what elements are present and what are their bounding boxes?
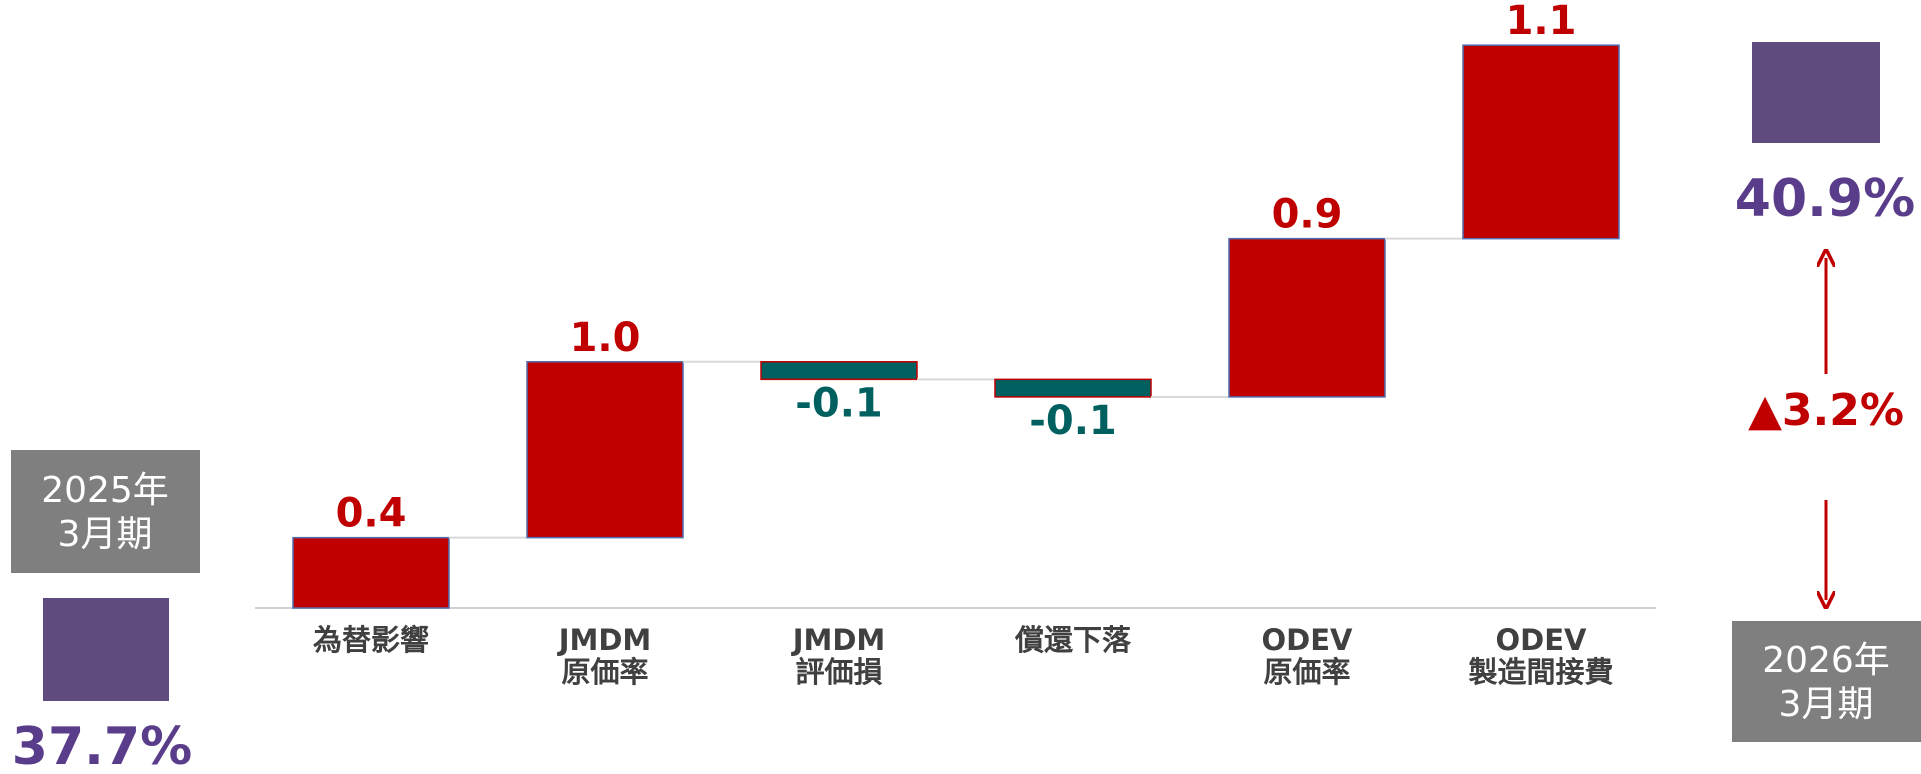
- end-box: [1732, 621, 1921, 742]
- data-label: -0.1: [1029, 398, 1116, 444]
- end-swatch: [1752, 42, 1880, 143]
- end-value: 40.9%: [1735, 169, 1915, 229]
- bar: [1228, 237, 1386, 398]
- data-label: -0.1: [795, 380, 882, 426]
- bar: [292, 536, 450, 609]
- start-value: 37.7%: [12, 717, 192, 774]
- bar: [526, 361, 684, 539]
- x-tick-label: 為替影響: [313, 623, 429, 657]
- x-tick-label: ODEV: [1262, 623, 1354, 657]
- start-box: [11, 450, 200, 573]
- end-label: 2026年: [1762, 640, 1890, 681]
- start-label: 2025年: [41, 470, 169, 511]
- x-tick-label: JMDM: [557, 623, 652, 657]
- x-tick-label: 評価損: [795, 655, 882, 689]
- x-tick-label: 製造間接費: [1468, 655, 1613, 689]
- data-label: 1.0: [570, 315, 641, 361]
- x-tick-label: JMDM: [791, 623, 886, 657]
- bar: [1462, 44, 1620, 240]
- x-tick-label: 原価率: [1263, 655, 1350, 689]
- data-label: 0.4: [336, 491, 407, 537]
- end-label: 3月期: [1779, 684, 1874, 725]
- data-label: 1.1: [1506, 0, 1577, 44]
- start-label: 3月期: [58, 514, 153, 555]
- bar: [760, 361, 918, 381]
- x-tick-label: 償還下落: [1014, 623, 1132, 657]
- change-label: ▲3.2%: [1748, 385, 1904, 436]
- start-swatch: [43, 598, 169, 701]
- x-tick-label: ODEV: [1496, 623, 1588, 657]
- bar: [994, 378, 1152, 398]
- data-label: 0.9: [1272, 192, 1343, 238]
- x-tick-label: 原価率: [561, 655, 648, 689]
